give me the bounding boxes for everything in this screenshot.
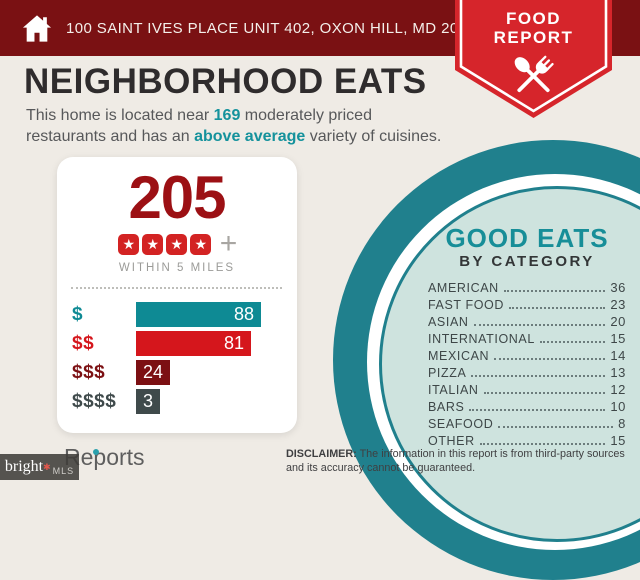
plus-sign: + <box>219 227 238 260</box>
restaurant-summary-card: 205 ★ ★ ★ ★ + WITHIN 5 MILES $88 $$ 81 $$$ 24 $$… <box>57 157 297 433</box>
category-count: 15 <box>610 331 626 346</box>
watermark-mls: MLS <box>52 466 75 476</box>
category-name: INTERNATIONAL <box>428 332 535 346</box>
category-name: OTHER <box>428 434 475 448</box>
category-name: FAST FOOD <box>428 298 505 312</box>
bar: 3 <box>136 389 160 414</box>
star-icon: ★ <box>190 233 212 255</box>
price-tier-label: $$$ <box>72 361 106 383</box>
dotted-leader <box>509 307 606 309</box>
variety-highlight: above average <box>194 127 306 145</box>
bar-row: $$$ 24 <box>72 360 297 385</box>
category-count: 23 <box>610 297 626 312</box>
spoon-fork-icon <box>505 52 562 105</box>
page-title: NEIGHBORHOOD EATS <box>24 62 427 101</box>
bar: 24 <box>136 360 170 385</box>
watermark-brand: bright <box>4 458 44 475</box>
category-count: 8 <box>618 416 626 431</box>
dotted-leader <box>469 409 606 411</box>
price-tier-bar-chart: $88 $$ 81 $$$ 24 $$$$ 3 <box>72 302 297 414</box>
bar-row: $88 <box>72 302 297 327</box>
category-name: PIZZA <box>428 366 467 380</box>
dotted-leader <box>539 341 606 343</box>
category-row: AMERICAN 36 <box>428 280 626 297</box>
watermark-asterisk-icon: ✱ <box>43 461 51 472</box>
category-count: 14 <box>610 348 626 363</box>
category-name: ASIAN <box>428 315 469 329</box>
restaurant-count-highlight: 169 <box>213 107 241 124</box>
dotted-leader <box>483 392 606 394</box>
panel-title: GOOD EATS <box>445 223 609 253</box>
intro-text: moderately priced restaurants and has an <box>26 107 372 145</box>
panel-subtitle: BY CATEGORY <box>459 253 595 270</box>
category-name: BARS <box>428 400 465 414</box>
star-icon: ★ <box>118 233 140 255</box>
category-row: PIZZA 13 <box>428 365 626 382</box>
dotted-leader <box>473 324 606 326</box>
intro-text: variety of cuisines. <box>305 127 442 145</box>
category-name: AMERICAN <box>428 281 499 295</box>
star-icon: ★ <box>142 233 164 255</box>
bar-row: $$ 81 <box>72 331 297 356</box>
radius-caption: WITHIN 5 MILES <box>118 262 236 274</box>
price-tier-label: $ <box>72 303 84 325</box>
category-row: INTERNATIONAL 15 <box>428 331 626 348</box>
category-name: MEXICAN <box>428 349 490 363</box>
category-count: 13 <box>610 365 626 380</box>
brightmls-watermark: bright ✱ MLS <box>0 454 79 480</box>
price-tier-label: $$$$ <box>72 390 117 412</box>
category-count: 12 <box>610 382 626 397</box>
category-row: FAST FOOD 23 <box>428 297 626 314</box>
category-count: 20 <box>610 314 626 329</box>
category-row: BARS 10 <box>428 399 626 416</box>
category-list: AMERICAN 36 FAST FOOD 23 ASIAN 20 INTERNATIONA… <box>428 280 626 450</box>
dotted-divider <box>71 287 282 289</box>
intro-text: This home is located near <box>26 107 214 124</box>
category-row: ITALIAN 12 <box>428 382 626 399</box>
star-icon: ★ <box>166 233 188 255</box>
bar: 88 <box>136 302 261 327</box>
disclaimer: DISCLAIMER: The information in this repo… <box>286 448 634 476</box>
category-count: 10 <box>610 399 626 414</box>
logo-dot-icon <box>93 449 99 455</box>
intro-paragraph: This home is located near 169 moderately… <box>26 106 454 148</box>
category-row: SEAFOOD 8 <box>428 416 626 433</box>
category-row: MEXICAN 14 <box>428 348 626 365</box>
category-row: OTHER 15 <box>428 433 626 450</box>
dotted-leader <box>471 375 606 377</box>
dotted-leader <box>494 358 606 360</box>
disclaimer-text: The information in this report is from t… <box>286 448 625 474</box>
dotted-leader <box>498 426 614 428</box>
food-report-badge: FOOD REPORT <box>455 0 612 118</box>
price-tier-label: $$ <box>72 332 95 354</box>
bar: 81 <box>136 331 251 356</box>
total-restaurants-value: 205 <box>128 164 226 231</box>
home-icon <box>22 14 52 43</box>
good-eats-panel: GOOD EATS BY CATEGORY AMERICAN 36 FAST FOO… <box>428 224 626 450</box>
category-name: SEAFOOD <box>428 417 494 431</box>
disclaimer-label: DISCLAIMER: <box>286 448 357 460</box>
badge-title: FOOD REPORT <box>493 9 574 48</box>
category-count: 36 <box>610 280 626 295</box>
bar-row: $$$$ 3 <box>72 389 297 414</box>
dotted-leader <box>479 443 606 445</box>
category-count: 15 <box>610 433 626 448</box>
property-address: 100 SAINT IVES PLACE UNIT 402, OXON HILL… <box>66 19 485 37</box>
star-icons: ★ ★ ★ ★ <box>117 233 213 255</box>
dotted-leader <box>503 290 606 292</box>
star-rating: ★ ★ ★ ★ + <box>57 227 297 260</box>
category-row: ASIAN 20 <box>428 314 626 331</box>
category-name: ITALIAN <box>428 383 479 397</box>
